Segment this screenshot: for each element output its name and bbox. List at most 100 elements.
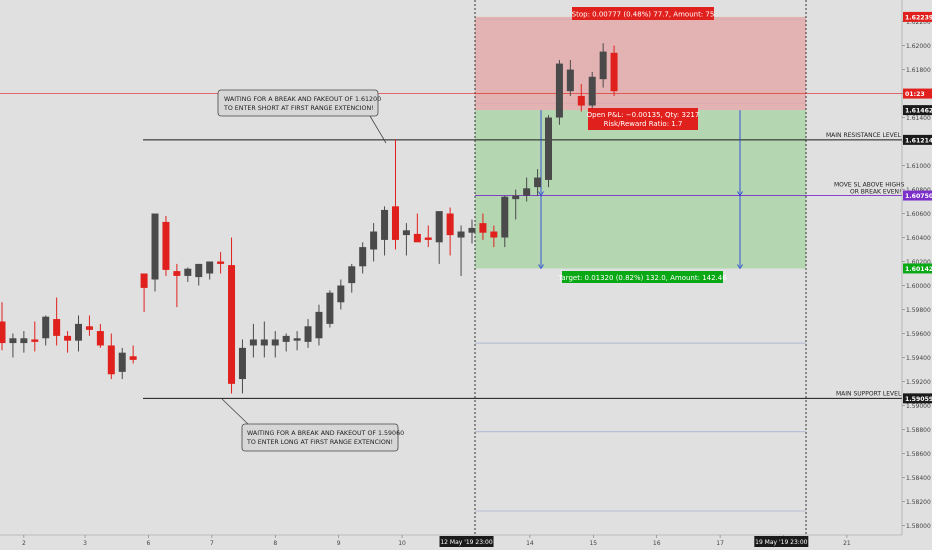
candle-body [457, 231, 465, 238]
candles[interactable] [0, 43, 618, 394]
candle[interactable] [0, 302, 6, 351]
candle[interactable] [42, 315, 50, 346]
candle-body [424, 237, 432, 240]
candle[interactable] [468, 219, 476, 244]
candle[interactable] [20, 331, 28, 353]
candle[interactable] [359, 242, 367, 274]
candle[interactable] [337, 279, 345, 310]
candle[interactable] [424, 225, 432, 248]
candle[interactable] [545, 115, 552, 188]
candle-body [545, 117, 552, 180]
price-tick-label: 1.62000 [906, 43, 931, 50]
candle-body [162, 221, 170, 270]
candle[interactable] [107, 333, 115, 380]
candle[interactable] [293, 331, 301, 351]
candle[interactable] [588, 71, 596, 112]
move-sl-label-line-1: MOVE SL ABOVE HIGHS [834, 182, 905, 189]
candle-body [96, 331, 104, 346]
candle[interactable] [315, 304, 323, 346]
target-arrow-head [538, 264, 544, 270]
take-profit-zone[interactable] [475, 110, 806, 269]
candle[interactable] [85, 315, 93, 336]
candle[interactable] [370, 223, 378, 262]
candle[interactable] [75, 315, 83, 352]
price-badge: 1.60142 [903, 263, 932, 274]
candle[interactable] [129, 345, 137, 364]
candle[interactable] [151, 213, 159, 292]
candle[interactable] [31, 321, 39, 352]
candle[interactable] [260, 321, 268, 358]
candle-body [184, 268, 192, 276]
short-note-line-1: WAITING FOR A BREAK AND FAKEOUT OF 1.612… [224, 96, 381, 103]
candle-body [228, 265, 236, 384]
price-tick-label: 1.60400 [906, 235, 931, 242]
candle-body [173, 271, 181, 276]
candle[interactable] [282, 333, 290, 352]
candle-body [118, 352, 126, 372]
candle[interactable] [457, 225, 465, 276]
candle[interactable] [118, 347, 126, 380]
candle[interactable] [53, 297, 61, 346]
candle-body [391, 206, 399, 240]
candle[interactable] [140, 273, 148, 312]
candle-body [151, 213, 159, 280]
price-badge: 1.62239 [903, 11, 932, 22]
candle[interactable] [577, 83, 585, 112]
candle-body [512, 195, 520, 200]
price-tick-label: 1.58400 [906, 475, 931, 482]
candle[interactable] [326, 290, 334, 328]
time-tick-label: 9 [337, 540, 341, 547]
candle-body [359, 247, 367, 267]
candle[interactable] [534, 169, 542, 196]
position-tool[interactable] [475, 16, 806, 269]
price-tick-label: 1.59200 [906, 379, 931, 386]
candle[interactable] [435, 211, 443, 264]
candle[interactable] [391, 139, 399, 250]
price-badge-label: 1.61214 [905, 137, 932, 144]
candle[interactable] [479, 213, 487, 240]
short-note[interactable]: WAITING FOR A BREAK AND FAKEOUT OF 1.612… [217, 89, 387, 144]
candle-body [271, 339, 279, 346]
candle[interactable] [402, 223, 410, 256]
price-axis[interactable]: 1.622001.620001.618001.616001.614001.612… [902, 11, 932, 530]
candle[interactable] [304, 319, 312, 348]
candle-body [326, 292, 334, 324]
candle[interactable] [249, 323, 257, 358]
candle[interactable] [566, 59, 574, 96]
candle[interactable] [501, 195, 509, 248]
candle[interactable] [523, 177, 531, 202]
long-note[interactable]: WAITING FOR A BREAK AND FAKEOUT OF 1.590… [221, 398, 404, 452]
candle[interactable] [217, 251, 225, 274]
time-markers [474, 0, 807, 535]
candle[interactable] [446, 207, 454, 256]
candle[interactable] [228, 237, 236, 394]
candle[interactable] [490, 225, 498, 248]
time-tick-label: 17 [716, 540, 724, 547]
candle[interactable] [64, 331, 72, 353]
candle[interactable] [555, 59, 563, 125]
candle[interactable] [184, 267, 192, 282]
candle-body [566, 69, 574, 92]
support-level-label: MAIN SUPPORT LEVEL [836, 390, 902, 397]
candle-body [446, 213, 454, 236]
candle[interactable] [96, 323, 104, 348]
candle[interactable] [381, 206, 389, 256]
candle[interactable] [9, 333, 17, 358]
candle[interactable] [512, 189, 520, 220]
short-note-line-2: TO ENTER SHORT AT FIRST RANGE EXTENCION! [223, 105, 374, 112]
candle[interactable] [271, 331, 279, 358]
stop-loss-zone[interactable] [475, 16, 806, 111]
candle[interactable] [173, 263, 181, 308]
candle[interactable] [162, 215, 170, 276]
candle-body [523, 188, 531, 196]
candle[interactable] [413, 213, 421, 243]
candle-body [195, 263, 203, 278]
candle[interactable] [206, 261, 214, 280]
candle[interactable] [599, 43, 607, 88]
candle[interactable] [195, 263, 203, 286]
candle[interactable] [348, 263, 356, 293]
candle[interactable] [610, 45, 618, 96]
candle[interactable] [238, 339, 246, 394]
